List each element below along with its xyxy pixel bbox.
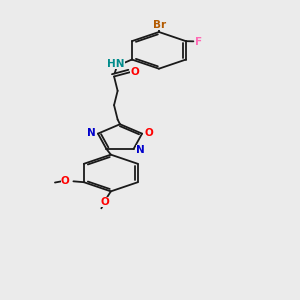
Text: HN: HN [107,59,125,69]
Text: Br: Br [153,20,166,30]
Text: O: O [144,128,153,138]
Text: N: N [87,128,96,138]
Text: O: O [130,67,139,77]
Text: N: N [136,145,145,155]
Text: O: O [61,176,70,186]
Text: F: F [195,37,202,46]
Text: O: O [100,197,109,207]
